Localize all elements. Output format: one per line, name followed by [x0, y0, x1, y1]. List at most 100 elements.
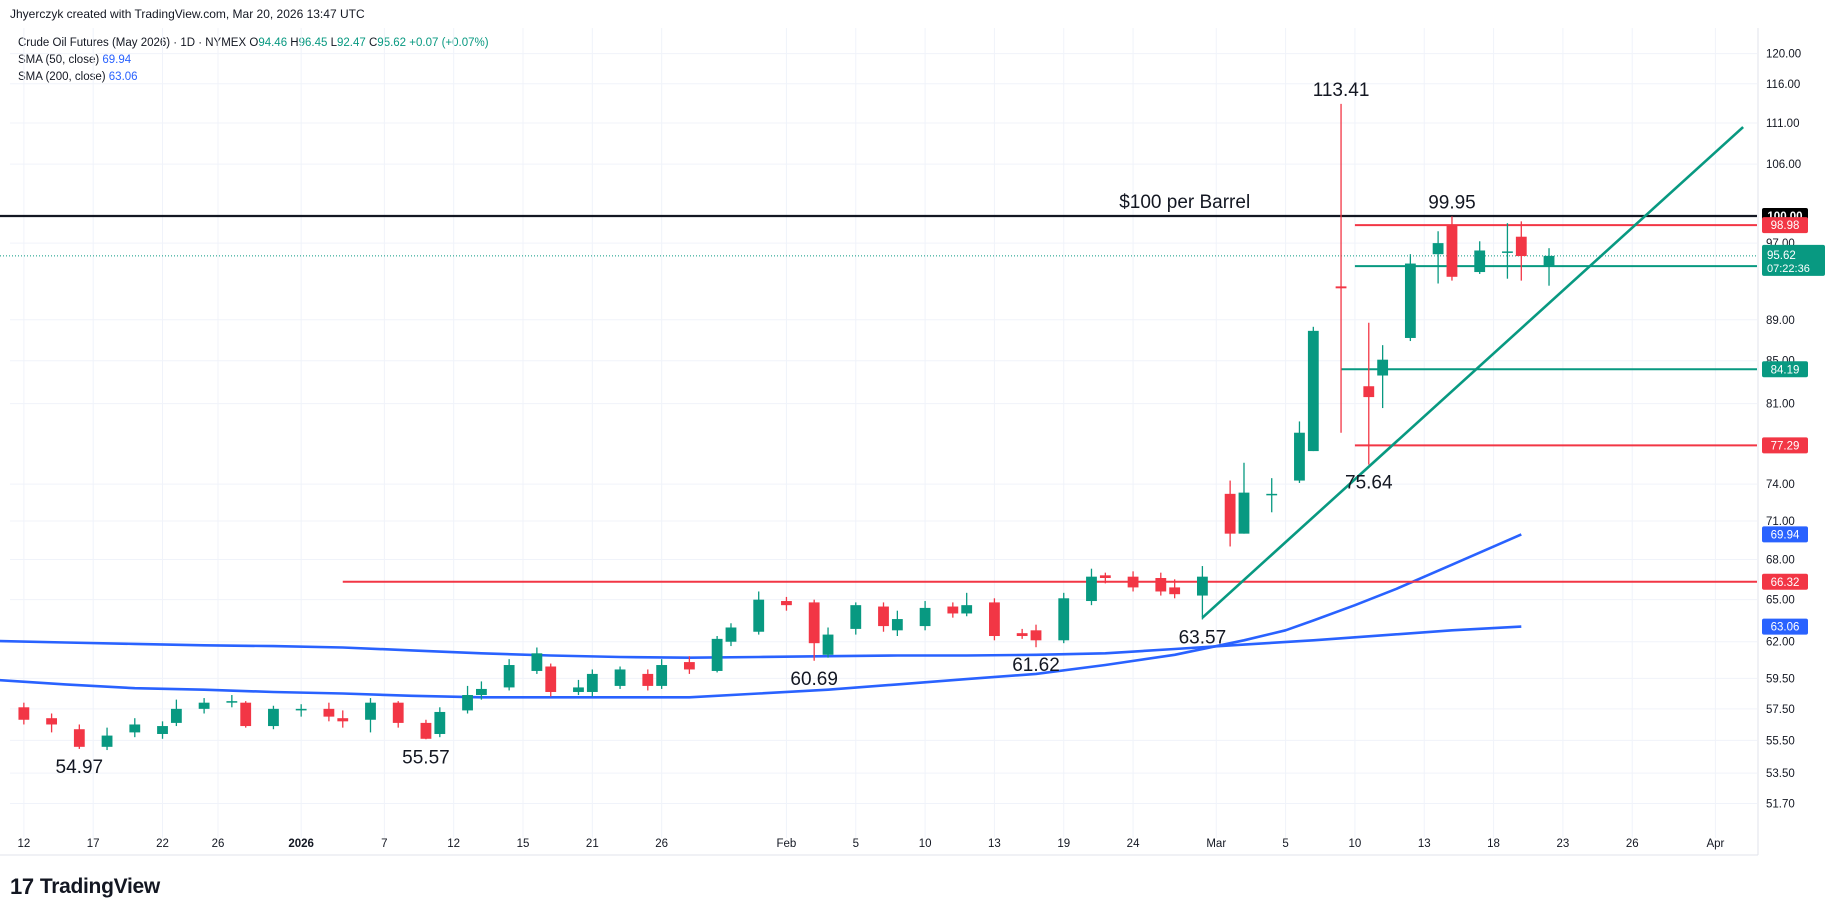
open-label: O — [249, 37, 259, 49]
y-tick-label: 51.70 — [1766, 799, 1795, 811]
candle-body — [1016, 633, 1028, 637]
sma200-row[interactable]: SMA (200, close) 63.06 — [18, 69, 489, 86]
price-label-text: 63.06 — [1771, 622, 1800, 634]
x-tick-label: 23 — [1556, 838, 1569, 850]
candle-body — [1086, 576, 1097, 602]
x-tick-label: 26 — [655, 838, 668, 850]
trend-line — [1201, 126, 1745, 619]
candle-body — [365, 702, 376, 720]
candle-body — [531, 653, 543, 671]
candle-body — [891, 619, 903, 631]
price-annotation: 54.97 — [56, 757, 104, 778]
x-tick-label: 10 — [1349, 838, 1362, 850]
candle-body — [240, 702, 252, 727]
price-annotation: 60.69 — [790, 669, 838, 690]
x-tick-label: 22 — [156, 838, 169, 850]
candle-body — [753, 599, 765, 632]
x-tick-label: 26 — [1626, 838, 1639, 850]
candle-body — [1169, 587, 1181, 595]
chart-attribution: Jhyerczyk created with TradingView.com, … — [10, 7, 365, 21]
x-tick-label: 10 — [919, 838, 932, 850]
tradingview-brand[interactable]: 17 TradingView — [10, 874, 160, 900]
candle-body — [1446, 225, 1458, 277]
candle-body — [586, 673, 598, 692]
x-tick-label: 5 — [853, 838, 859, 850]
open-value: 94.46 — [258, 37, 288, 49]
candle-body — [420, 722, 432, 739]
candle-body — [1238, 492, 1250, 534]
price-annotation: 113.41 — [1313, 80, 1370, 101]
candle-body — [781, 601, 792, 606]
candle-body — [808, 602, 820, 644]
x-tick-label: 21 — [586, 838, 599, 850]
price-annotation: 55.57 — [402, 747, 450, 768]
candle-body — [850, 605, 862, 629]
candle-body — [919, 607, 931, 627]
candle-body — [1266, 493, 1278, 496]
candle-body — [462, 695, 473, 711]
x-tick-label: Mar — [1206, 838, 1226, 850]
y-tick-label: 53.50 — [1766, 768, 1795, 780]
candle-body — [1196, 576, 1208, 596]
candle-body — [545, 666, 557, 692]
price-annotation: 75.64 — [1345, 473, 1393, 494]
candles — [18, 103, 1555, 751]
candle-body — [476, 688, 487, 696]
price-label-box — [1762, 573, 1808, 590]
y-tick-label: 57.50 — [1766, 704, 1795, 716]
sma50-row[interactable]: SMA (50, close) 69.94 — [18, 52, 489, 69]
x-tick-label: 12 — [447, 838, 460, 850]
x-tick-label: 12 — [17, 838, 30, 850]
x-tick-label: Apr — [1706, 838, 1724, 850]
y-tick-label: 62.00 — [1766, 637, 1795, 649]
candle-body — [323, 708, 335, 717]
candle-body — [1224, 493, 1236, 534]
price-label-box — [1762, 437, 1808, 454]
sma200-line — [0, 533, 1522, 699]
candle-body — [961, 605, 973, 614]
y-tick-label: 68.00 — [1766, 554, 1795, 566]
candle-body — [434, 711, 446, 734]
chart-legend: Crude Oil Futures (May 2026) · 1D · NYME… — [18, 35, 489, 86]
candle-body — [1474, 250, 1486, 273]
candle-body — [392, 702, 404, 723]
candle-body — [1377, 359, 1389, 376]
candle-body — [711, 638, 723, 671]
price-label-box — [1762, 618, 1808, 635]
current-price-text: 95.62 — [1767, 250, 1796, 262]
candle-body — [683, 662, 695, 670]
candle-body — [46, 718, 58, 725]
x-tick-label: Feb — [777, 838, 797, 850]
candle-body — [1543, 255, 1555, 267]
y-tick-label: 116.00 — [1766, 79, 1800, 91]
high-label: H — [290, 37, 299, 49]
x-tick-label: 19 — [1057, 838, 1070, 850]
candle-body — [101, 735, 113, 747]
x-tick-label: 2026 — [288, 838, 314, 850]
candle-body — [1099, 575, 1111, 578]
candle-body — [1058, 598, 1070, 641]
y-tick-label: 71.00 — [1766, 516, 1795, 528]
candle-body — [642, 673, 654, 686]
y-tick-label: 89.00 — [1766, 315, 1795, 327]
sma50-value: 69.94 — [102, 54, 132, 66]
y-tick-label: 81.00 — [1766, 399, 1795, 411]
x-tick-label: 13 — [1418, 838, 1431, 850]
y-tick-label: 65.00 — [1766, 595, 1795, 607]
tradingview-logo-icon: 17 — [10, 874, 34, 899]
candle-body — [989, 602, 1000, 637]
y-tick-label: 106.00 — [1766, 159, 1801, 171]
price-annotation: 63.57 — [1179, 627, 1227, 648]
current-price-box — [1762, 244, 1825, 276]
sma50-line — [0, 625, 1522, 660]
candle-body — [725, 627, 737, 642]
close-label: C — [368, 37, 378, 49]
sma50-label: SMA (50, close) — [18, 54, 100, 66]
candle-body — [129, 724, 141, 733]
x-tick-label: 24 — [1127, 838, 1140, 850]
candle-body — [1515, 236, 1527, 257]
price-annotation: 61.62 — [1012, 655, 1060, 676]
high-value: 96.45 — [298, 37, 328, 49]
x-tick-label: 15 — [517, 838, 530, 850]
